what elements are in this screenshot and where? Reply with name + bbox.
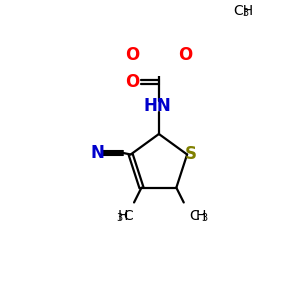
Text: O: O [125,46,139,64]
Text: H: H [118,209,128,223]
Text: H: H [196,209,206,223]
Text: S: S [185,146,197,164]
Text: CH: CH [233,4,253,18]
Text: O: O [178,46,193,64]
Text: 3: 3 [202,213,208,223]
Text: 3: 3 [243,8,249,18]
Text: 3: 3 [116,213,122,223]
Text: C: C [123,209,133,223]
Text: HN: HN [143,97,171,115]
Text: N: N [90,144,104,162]
Text: C: C [190,209,200,223]
Text: O: O [125,73,139,91]
